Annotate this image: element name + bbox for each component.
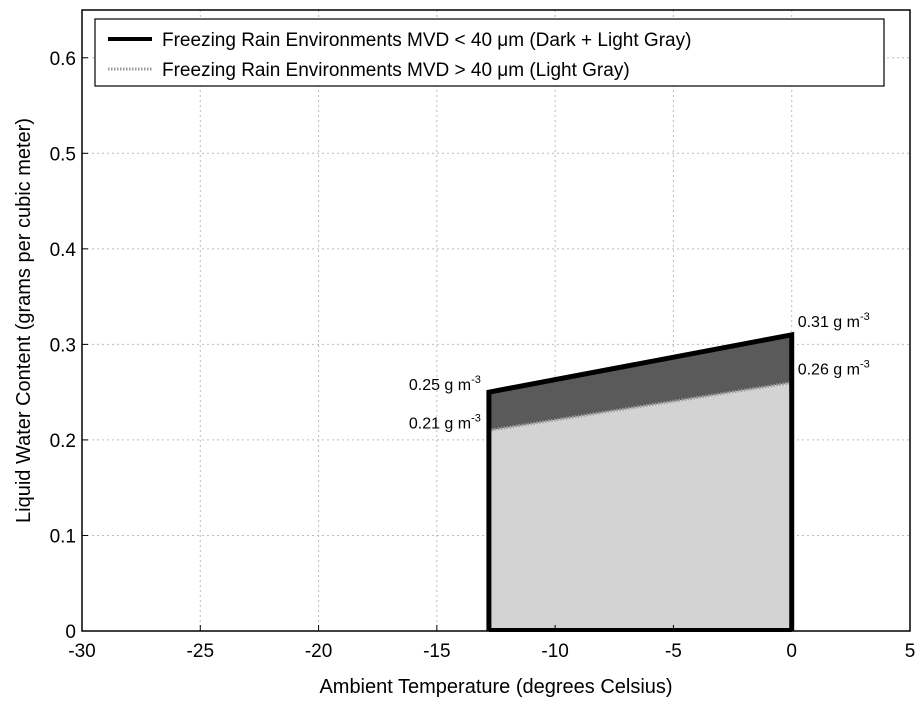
x-tick-label: 0	[786, 641, 797, 662]
plot-frame	[81, 9, 911, 632]
series-line-mvd-gt-40	[488, 381, 792, 432]
x-axis-label: Ambient Temperature (degrees Celsius)	[319, 676, 672, 698]
x-tick-label: -5	[665, 641, 682, 662]
y-tick-label: 0.6	[50, 49, 76, 70]
light-gray-region	[488, 382, 792, 631]
legend-box	[94, 18, 885, 87]
plot-fills	[488, 334, 792, 631]
tick-labels: -30 -25 -20 -15 -10 -5 0 5 0 0.1 0.2 0.3 0.4 0.5 0.6	[50, 49, 916, 662]
value-annotation: 0.26 g m-3	[798, 359, 870, 379]
x-tick-label: -20	[305, 641, 332, 662]
x-tick-label: -10	[541, 641, 568, 662]
y-axis-label: Liquid Water Content (grams per cubic me…	[13, 118, 35, 523]
legend: Freezing Rain Environments MVD < 40 μm (…	[94, 18, 885, 87]
legend-entry-mvd-gt-40: Freezing Rain Environments MVD > 40 μm (…	[162, 60, 630, 81]
x-tick-label: -25	[187, 641, 214, 662]
y-tick-label: 0.3	[50, 335, 76, 356]
value-annotation: 0.21 g m-3	[409, 412, 481, 432]
y-tick-label: 0.4	[50, 240, 77, 261]
legend-entry-mvd-lt-40: Freezing Rain Environments MVD < 40 μm (…	[162, 30, 691, 51]
x-tick-label: -15	[423, 641, 450, 662]
y-tick-label: 0.5	[50, 144, 76, 165]
y-tick-label: 0.1	[50, 526, 76, 547]
value-annotation: 0.31 g m-3	[798, 311, 870, 331]
annotations: 0.25 g m-3 0.21 g m-3 0.31 g m-3 0.26 g m-3	[409, 311, 870, 433]
series-line-mvd-lt-40	[486, 331, 795, 631]
plot-lines	[486, 331, 795, 632]
dark-gray-region	[488, 334, 792, 431]
x-tick-label: 5	[905, 641, 916, 662]
value-annotation: 0.25 g m-3	[409, 374, 481, 394]
y-tick-label: 0	[65, 622, 76, 643]
y-tick-label: 0.2	[50, 431, 76, 452]
x-tick-label: -30	[68, 641, 95, 662]
